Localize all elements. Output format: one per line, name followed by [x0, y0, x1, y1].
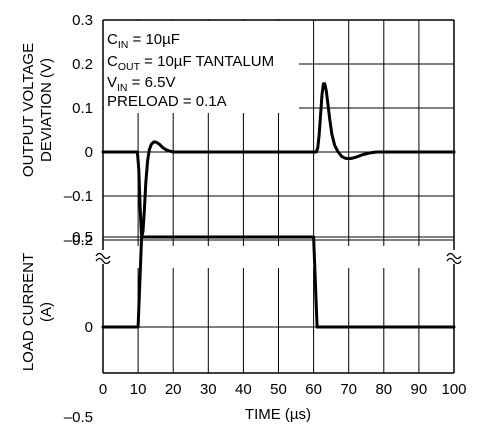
tick-labels: 0 10 20 30 40 50 60 70 80 90 100 0.3 0.2 0.1 0 –0.1 –0.2…: [64, 12, 467, 425]
axis-break-mark: [446, 257, 462, 265]
annotation-line: PRELOAD = 0.1A: [107, 93, 227, 110]
x-tick-label: 50: [270, 381, 287, 398]
y-tick-label-bottom: 0.5: [72, 229, 93, 246]
series-line-load-current: [101, 235, 456, 329]
y-tick-label-top: 0.2: [72, 56, 93, 73]
y-tick-label-bottom: 0: [85, 319, 93, 336]
x-tick-label: 100: [441, 381, 466, 398]
axis-break-mark: [95, 257, 111, 265]
x-tick-label: 40: [235, 381, 252, 398]
x-tick-label: 90: [411, 381, 428, 398]
annotation-line: VIN = 6.5V: [107, 74, 175, 94]
y-tick-label-top: –0.2: [64, 232, 93, 249]
top-ylabel-line-1: OUTPUT VOLTAGE: [20, 43, 37, 177]
y-tick-label-top: 0: [85, 144, 93, 161]
grid: [103, 20, 454, 373]
series-line-output-voltage-deviation: [101, 82, 456, 240]
x-tick-label: 30: [200, 381, 217, 398]
top-ylabel-line-2: DEVIATION (V): [38, 58, 55, 162]
annotation-box: [104, 21, 299, 113]
axis-break-mark: [95, 252, 111, 260]
y-tick-label-top: –0.1: [64, 188, 93, 205]
series-lines: [101, 82, 456, 329]
annotation-line: CIN = 10µF: [107, 31, 180, 51]
annotation-line: COUT = 10µF TANTALUM: [107, 53, 274, 73]
y-tick-label-bottom: –0.5: [64, 409, 93, 425]
axis-break-mark: [446, 252, 462, 260]
axis-break-marks: [95, 252, 462, 265]
x-tick-label: 70: [340, 381, 357, 398]
bottom-ylabel-line-1: LOAD CURRENT: [20, 253, 37, 371]
x-tick-label: 20: [165, 381, 182, 398]
x-axis-label: TIME (µs): [245, 406, 311, 423]
x-tick-label: 60: [305, 381, 322, 398]
y-tick-label-top: 0.1: [72, 100, 93, 117]
x-tick-label: 10: [130, 381, 147, 398]
plot-frame: [102, 19, 455, 374]
x-tick-label: 80: [375, 381, 392, 398]
x-tick-label: 0: [99, 381, 107, 398]
y-tick-label-top: 0.3: [72, 12, 93, 29]
bottom-ylabel-line-2: (A): [38, 302, 55, 322]
